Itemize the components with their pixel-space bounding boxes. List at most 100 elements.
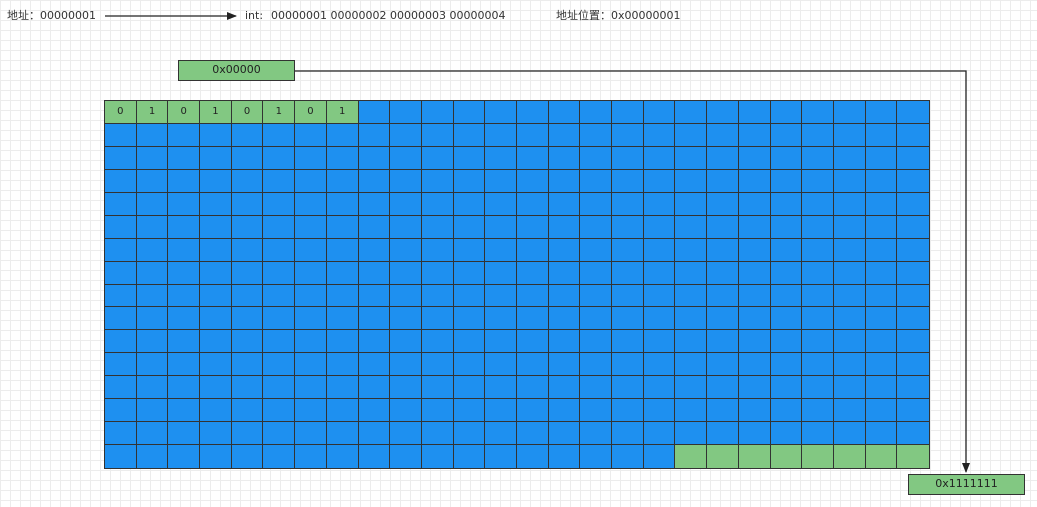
memory-cell bbox=[485, 445, 517, 468]
memory-cell bbox=[105, 261, 137, 285]
memory-cell bbox=[453, 261, 486, 285]
memory-cell bbox=[200, 146, 232, 170]
memory-cell bbox=[358, 261, 391, 285]
memory-cell bbox=[295, 215, 327, 239]
memory-cell bbox=[707, 101, 739, 124]
memory-cell bbox=[548, 238, 581, 262]
memory-cell bbox=[548, 330, 581, 354]
memory-cell bbox=[675, 123, 708, 147]
memory-cell bbox=[675, 192, 708, 216]
memory-cell bbox=[897, 215, 929, 239]
memory-cell bbox=[865, 169, 898, 193]
memory-cell bbox=[517, 238, 549, 262]
memory-cell bbox=[358, 376, 391, 400]
memory-cell bbox=[802, 123, 834, 147]
memory-cell bbox=[168, 284, 201, 308]
memory-cell bbox=[580, 422, 613, 446]
memory-cell bbox=[802, 399, 834, 423]
memory-cell bbox=[326, 238, 359, 262]
memory-cell bbox=[802, 146, 834, 170]
memory-cell bbox=[231, 238, 264, 262]
memory-cell bbox=[326, 146, 359, 170]
memory-cell bbox=[358, 146, 391, 170]
memory-cell bbox=[517, 376, 549, 400]
memory-cell bbox=[612, 330, 644, 354]
memory-cell bbox=[548, 399, 581, 423]
memory-cell bbox=[548, 101, 581, 124]
memory-cell bbox=[612, 284, 644, 308]
memory-cell bbox=[485, 169, 517, 193]
memory-cell bbox=[897, 169, 929, 193]
memory-cell bbox=[802, 330, 834, 354]
memory-cell bbox=[485, 146, 517, 170]
memory-cell bbox=[390, 101, 422, 124]
memory-cell bbox=[263, 445, 296, 468]
memory-cell bbox=[168, 192, 201, 216]
memory-cell bbox=[580, 445, 613, 468]
memory-cell bbox=[897, 101, 929, 124]
memory-cell bbox=[485, 215, 517, 239]
memory-cell bbox=[105, 215, 137, 239]
memory-cell bbox=[421, 261, 454, 285]
memory-cell bbox=[643, 353, 676, 377]
memory-cell bbox=[295, 353, 327, 377]
memory-cell bbox=[738, 330, 771, 354]
memory-cell bbox=[548, 376, 581, 400]
memory-cell bbox=[295, 261, 327, 285]
memory-cell bbox=[517, 192, 549, 216]
memory-cell bbox=[833, 101, 866, 124]
memory-cell bbox=[263, 238, 296, 262]
memory-cell bbox=[295, 123, 327, 147]
memory-cell bbox=[612, 422, 644, 446]
memory-cell bbox=[390, 169, 422, 193]
memory-cell bbox=[802, 284, 834, 308]
end-address-box: 0x1111111 bbox=[908, 474, 1025, 495]
memory-cell bbox=[612, 307, 644, 331]
memory-cell bbox=[833, 376, 866, 400]
memory-cell bbox=[200, 261, 232, 285]
memory-cell bbox=[897, 123, 929, 147]
memory-cell bbox=[326, 422, 359, 446]
bit-cell: 0 bbox=[231, 101, 264, 124]
memory-cell bbox=[421, 146, 454, 170]
memory-cell bbox=[580, 399, 613, 423]
memory-cell bbox=[421, 215, 454, 239]
memory-cell bbox=[358, 307, 391, 331]
memory-cell bbox=[675, 261, 708, 285]
memory-cell bbox=[295, 284, 327, 308]
memory-cell bbox=[200, 399, 232, 423]
position-value: 0x00000001 bbox=[611, 9, 681, 22]
memory-cell bbox=[707, 261, 739, 285]
memory-cell bbox=[548, 307, 581, 331]
memory-cell bbox=[612, 146, 644, 170]
memory-cell bbox=[485, 307, 517, 331]
memory-cell bbox=[865, 307, 898, 331]
memory-cell bbox=[612, 123, 644, 147]
memory-cell bbox=[643, 215, 676, 239]
memory-cell bbox=[643, 123, 676, 147]
memory-cell bbox=[548, 261, 581, 285]
memory-cell bbox=[675, 284, 708, 308]
memory-cell bbox=[643, 192, 676, 216]
memory-cell bbox=[675, 215, 708, 239]
memory-cell bbox=[263, 215, 296, 239]
memory-cell bbox=[707, 215, 739, 239]
memory-cell bbox=[390, 261, 422, 285]
bit-cell: 1 bbox=[263, 101, 296, 124]
memory-cell bbox=[136, 146, 169, 170]
memory-cell bbox=[833, 192, 866, 216]
memory-cell bbox=[675, 238, 708, 262]
memory-cell bbox=[231, 215, 264, 239]
memory-cell bbox=[390, 123, 422, 147]
memory-cell bbox=[865, 422, 898, 446]
memory-cell bbox=[168, 445, 201, 468]
memory-cell bbox=[390, 192, 422, 216]
memory-cell bbox=[897, 330, 929, 354]
memory-cell bbox=[421, 422, 454, 446]
memory-cell bbox=[390, 376, 422, 400]
memory-cell bbox=[453, 422, 486, 446]
memory-cell bbox=[485, 376, 517, 400]
memory-cell bbox=[421, 399, 454, 423]
memory-cell bbox=[295, 146, 327, 170]
